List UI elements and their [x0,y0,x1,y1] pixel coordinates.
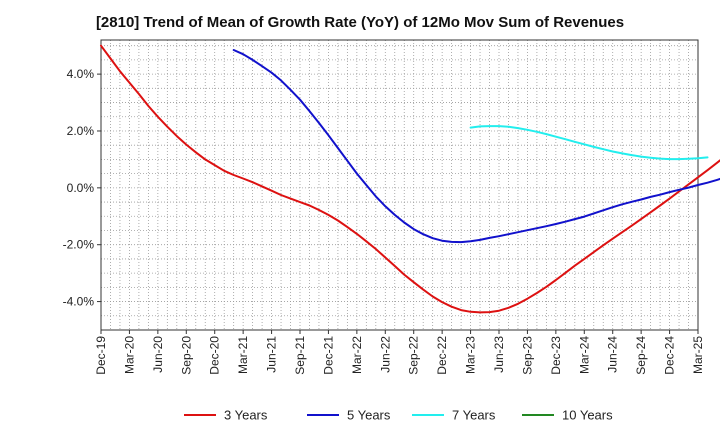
x-tick-label: Dec-20 [208,336,222,375]
x-tick-label: Dec-19 [94,336,108,375]
x-tick-label: Mar-23 [464,336,478,374]
y-axis: 4.0% 2.0% 0.0% -2.0% -4.0% [63,67,101,309]
y-tick-label: 2.0% [67,124,95,138]
x-tick-label: Sep-20 [179,336,193,375]
legend-label: 7 Years [452,408,496,423]
y-tick-label: -4.0% [63,295,95,309]
legend-label: 3 Years [224,408,268,423]
x-tick-label: Jun-22 [378,336,392,373]
y-tick-label: 4.0% [67,67,95,81]
series-line-3-years [100,44,720,314]
x-tick-label: Dec-23 [549,336,563,375]
legend-label: 10 Years [562,408,613,423]
y-tick-label: 0.0% [67,181,95,195]
x-tick-label: Mar-20 [122,336,136,374]
x-tick-label: Jun-21 [265,336,279,373]
y-tick-label: -2.0% [63,238,95,252]
series-line-7-years [469,125,709,161]
x-tick-label: Sep-24 [634,336,648,375]
x-tick-label: Dec-24 [663,336,677,375]
legend-label: 5 Years [347,408,391,423]
x-tick-label: Mar-22 [350,336,364,374]
x-tick-label: Sep-23 [520,336,534,375]
x-tick-label: Jun-23 [492,336,506,373]
x-tick-label: Jun-20 [151,336,165,373]
chart-title: [2810] Trend of Mean of Growth Rate (YoY… [95,14,625,31]
series-lines [100,44,720,314]
legend: 3 Years 5 Years 7 Years 10 Years [184,408,613,423]
x-tick-label: Mar-21 [236,336,250,374]
plot-frame [100,39,699,331]
series-line-5-years [232,49,720,244]
x-tick-label: Mar-24 [577,336,591,374]
x-tick-label: Jun-24 [606,336,620,373]
x-axis: Dec-19 Mar-20 Jun-20 Sep-20 Dec-20 Mar-21 Jun-… [94,330,705,375]
x-tick-label: Dec-22 [435,336,449,375]
x-tick-label: Dec-21 [321,336,335,375]
x-tick-label: Sep-21 [293,336,307,375]
grid-lines [101,40,698,330]
x-tick-label: Sep-22 [407,336,421,375]
x-tick-label: Mar-25 [691,336,705,374]
